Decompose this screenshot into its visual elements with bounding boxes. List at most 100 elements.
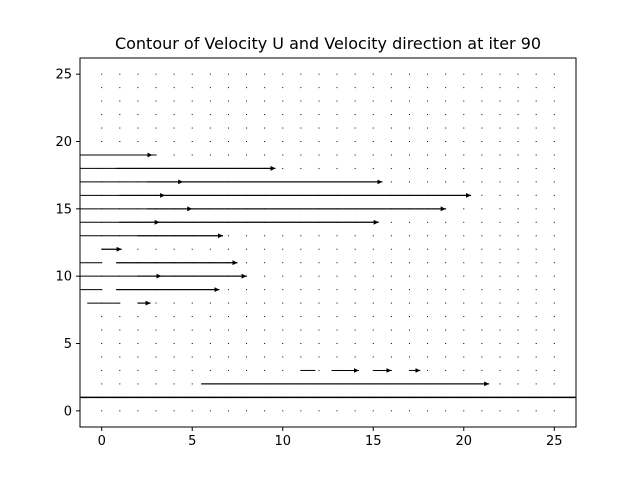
grid-dot bbox=[300, 343, 302, 344]
grid-dot bbox=[209, 356, 211, 358]
grid-dot bbox=[499, 167, 501, 169]
grid-dot bbox=[390, 410, 392, 412]
grid-dot bbox=[553, 410, 555, 412]
grid-dot bbox=[408, 289, 410, 291]
grid-dot bbox=[101, 383, 103, 385]
grid-dot bbox=[318, 114, 320, 116]
grid-dot bbox=[282, 127, 284, 129]
grid-dot bbox=[137, 141, 139, 142]
grid-dot bbox=[427, 167, 429, 169]
grid-dot bbox=[427, 141, 429, 142]
grid-dot bbox=[390, 248, 392, 250]
grid-dot bbox=[408, 87, 410, 89]
grid-dot bbox=[408, 141, 410, 142]
grid-dot bbox=[553, 248, 555, 250]
grid-dot bbox=[481, 167, 483, 169]
grid-dot bbox=[191, 248, 193, 250]
grid-dot bbox=[318, 302, 320, 304]
grid-dot bbox=[517, 248, 519, 250]
grid-dot bbox=[499, 316, 501, 318]
grid-dot bbox=[227, 343, 229, 344]
grid-dot bbox=[137, 410, 139, 412]
grid-dot bbox=[481, 262, 483, 264]
grid-dot bbox=[481, 289, 483, 291]
grid-dot bbox=[390, 235, 392, 237]
grid-dot bbox=[282, 356, 284, 358]
grid-dot bbox=[264, 316, 266, 318]
grid-dot bbox=[553, 383, 555, 385]
grid-dot bbox=[318, 262, 320, 264]
grid-dot bbox=[300, 235, 302, 237]
grid-dot bbox=[517, 383, 519, 385]
grid-dot bbox=[264, 235, 266, 237]
grid-dot bbox=[553, 114, 555, 116]
grid-dot bbox=[318, 316, 320, 318]
grid-dot bbox=[427, 114, 429, 116]
grid-dot bbox=[481, 410, 483, 412]
grid-dot bbox=[264, 356, 266, 358]
grid-dot bbox=[282, 316, 284, 318]
grid-dot bbox=[553, 343, 555, 344]
grid-dot bbox=[227, 316, 229, 318]
grid-dot bbox=[101, 343, 103, 344]
grid-dot bbox=[517, 127, 519, 129]
grid-dot bbox=[137, 87, 139, 89]
grid-dot bbox=[246, 302, 248, 304]
grid-dot bbox=[427, 154, 429, 156]
grid-dot bbox=[191, 316, 193, 318]
grid-dot bbox=[101, 329, 103, 331]
grid-dot bbox=[264, 262, 266, 264]
grid-dot bbox=[427, 181, 429, 183]
y-tick-label: 20 bbox=[55, 135, 72, 150]
y-tick-label: 5 bbox=[64, 337, 72, 352]
grid-dot bbox=[264, 410, 266, 412]
grid-dot bbox=[227, 87, 229, 89]
grid-dot bbox=[354, 289, 356, 291]
grid-dot bbox=[499, 289, 501, 291]
grid-dot bbox=[264, 302, 266, 304]
x-tick-label: 15 bbox=[365, 434, 382, 449]
grid-dot bbox=[499, 141, 501, 142]
grid-dot bbox=[173, 329, 175, 331]
grid-dot bbox=[408, 329, 410, 331]
grid-dot bbox=[155, 383, 157, 385]
grid-dot bbox=[427, 127, 429, 129]
grid-dot bbox=[282, 262, 284, 264]
grid-dot bbox=[553, 356, 555, 358]
grid-dot bbox=[463, 87, 465, 89]
grid-dot bbox=[481, 141, 483, 142]
grid-dot bbox=[427, 235, 429, 237]
grid-dot bbox=[499, 194, 501, 196]
grid-dot bbox=[372, 343, 374, 344]
plot-area: 0 5 10 15 20 25 0 5 10 15 20 25 bbox=[55, 57, 577, 449]
grid-dot bbox=[499, 100, 501, 102]
grid-dot bbox=[119, 356, 121, 358]
grid-dot bbox=[445, 410, 447, 412]
grid-dot bbox=[390, 316, 392, 318]
grid-dot bbox=[227, 248, 229, 250]
grid-dot bbox=[137, 369, 139, 371]
grid-dot bbox=[463, 316, 465, 318]
grid-dot bbox=[427, 302, 429, 304]
grid-dot bbox=[463, 275, 465, 277]
grid-dot bbox=[191, 410, 193, 412]
grid-dot bbox=[481, 73, 483, 75]
grid-dot bbox=[119, 87, 121, 89]
grid-dot bbox=[354, 235, 356, 237]
grid-dot bbox=[372, 87, 374, 89]
grid-dot bbox=[445, 329, 447, 331]
grid-dot bbox=[155, 410, 157, 412]
x-tick-label: 20 bbox=[455, 434, 472, 449]
grid-dot bbox=[499, 275, 501, 277]
grid-dot bbox=[336, 343, 338, 344]
grid-dot bbox=[445, 141, 447, 142]
grid-dot bbox=[336, 235, 338, 237]
grid-dot bbox=[408, 302, 410, 304]
grid-dot bbox=[499, 181, 501, 183]
grid-dot bbox=[427, 369, 429, 371]
grid-dot bbox=[209, 73, 211, 75]
grid-dot bbox=[173, 100, 175, 102]
grid-dot bbox=[191, 356, 193, 358]
grid-dot bbox=[553, 289, 555, 291]
grid-dot bbox=[227, 235, 229, 237]
